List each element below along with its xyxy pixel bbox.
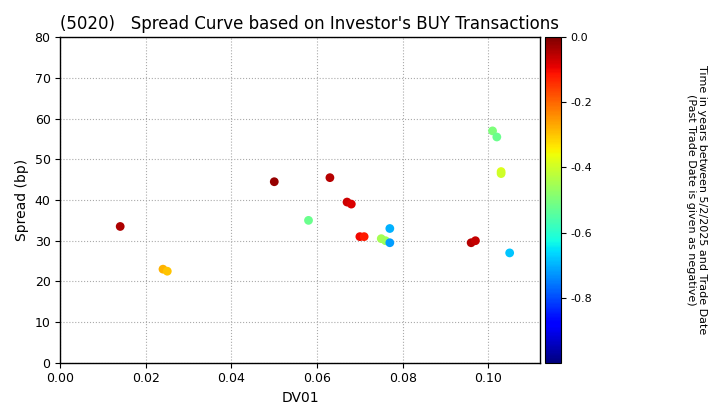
Point [346, 201, 357, 207]
Point [495, 168, 507, 175]
Text: (5020)   Spread Curve based on Investor's BUY Transactions: (5020) Spread Curve based on Investor's … [60, 15, 559, 33]
Point [341, 199, 353, 205]
Point [465, 239, 477, 246]
X-axis label: DV01: DV01 [281, 391, 319, 405]
Y-axis label: Time in years between 5/2/2025 and Trade Date
(Past Trade Date is given as negat: Time in years between 5/2/2025 and Trade… [686, 66, 708, 335]
Point [379, 237, 391, 244]
Point [491, 134, 503, 140]
Point [269, 178, 280, 185]
Point [114, 223, 126, 230]
Point [359, 233, 370, 240]
Point [384, 225, 395, 232]
Point [495, 170, 507, 177]
Point [324, 174, 336, 181]
Point [161, 268, 173, 275]
Y-axis label: Spread (bp): Spread (bp) [15, 159, 29, 241]
Point [302, 217, 314, 224]
Point [384, 239, 395, 246]
Point [376, 235, 387, 242]
Point [469, 237, 481, 244]
Point [487, 128, 498, 134]
Point [354, 233, 366, 240]
Point [504, 249, 516, 256]
Point [157, 266, 168, 273]
